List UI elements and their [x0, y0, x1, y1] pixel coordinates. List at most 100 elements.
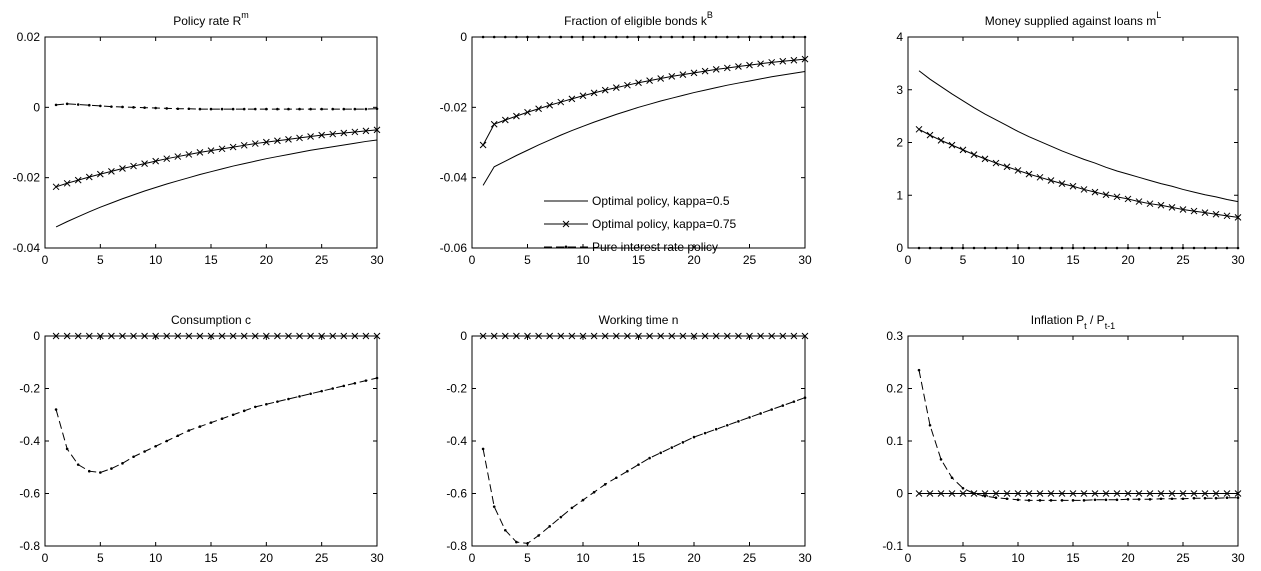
x-marker — [579, 332, 587, 340]
dot-marker — [770, 408, 773, 411]
legend: Optimal policy, kappa=0.5 Optimal policy,… — [544, 194, 737, 254]
dot-marker — [559, 35, 563, 39]
legend-label: Pure interest rate policy — [592, 240, 718, 254]
dot-marker — [504, 35, 507, 39]
x-marker — [240, 141, 248, 149]
x-marker — [1223, 212, 1231, 220]
plot-frame — [44, 36, 378, 249]
dot-marker — [121, 105, 124, 109]
dot-marker — [972, 492, 976, 495]
dot-marker — [570, 506, 574, 510]
dot-marker — [803, 396, 807, 399]
dot-marker — [726, 35, 729, 39]
plot-frame — [44, 335, 378, 547]
dot-marker — [132, 106, 135, 109]
y-tick-label: 0.02 — [17, 30, 41, 44]
x-marker — [262, 138, 270, 146]
dot-marker — [1049, 246, 1053, 250]
dot-marker — [726, 423, 729, 427]
x-marker — [635, 332, 642, 340]
x-marker — [1113, 490, 1121, 497]
dot-marker — [1016, 246, 1020, 250]
x-marker — [229, 332, 237, 340]
x-marker — [701, 332, 709, 340]
dot-marker — [99, 104, 102, 108]
dot-marker — [670, 446, 674, 449]
x-marker — [712, 65, 720, 73]
x-marker — [74, 332, 82, 340]
x-marker — [981, 155, 989, 163]
dot-marker — [276, 400, 279, 403]
x-marker — [340, 332, 348, 340]
dot-marker — [265, 107, 268, 111]
x-marker — [915, 490, 923, 497]
x-marker — [735, 332, 742, 340]
dot-marker — [1181, 246, 1185, 250]
dot-marker — [331, 387, 335, 390]
x-marker — [992, 159, 1000, 167]
x-marker — [108, 332, 115, 340]
dot-marker — [939, 458, 943, 461]
dot-marker — [659, 35, 662, 39]
y-tick-label: -0.2 — [19, 382, 40, 396]
x-marker — [1168, 204, 1176, 211]
dot-marker — [792, 35, 796, 39]
y-tick-label: 4 — [896, 30, 903, 44]
dot-marker — [928, 423, 932, 427]
dot-marker — [770, 35, 773, 39]
x-marker — [1014, 167, 1022, 174]
x-marker — [185, 332, 193, 340]
x-marker — [490, 332, 498, 340]
x-marker — [251, 140, 259, 147]
dot-marker — [581, 498, 585, 502]
dot-marker — [961, 486, 965, 490]
panel-4: 0 5 10 15 20 25 30 -0.8 -0.6 -0.4 -0.2 0 Consumption… — [19, 313, 384, 565]
x-marker — [959, 146, 967, 154]
dot-marker — [626, 469, 629, 473]
dot-marker — [287, 397, 290, 401]
y-tick-label: 0 — [896, 487, 903, 501]
x-marker — [1113, 193, 1121, 201]
x-marker — [174, 332, 182, 340]
x-marker — [207, 147, 215, 154]
x-marker — [915, 125, 923, 133]
x-marker — [240, 332, 248, 340]
y-tick-label: -0.06 — [440, 241, 468, 255]
panel-title: Inflation Pt / Pt-1 — [1031, 313, 1115, 331]
x-marker — [801, 55, 809, 63]
dot-marker — [1137, 246, 1141, 250]
dot-marker — [994, 246, 998, 250]
x-tick-label: 15 — [1066, 551, 1080, 565]
dot-marker — [165, 107, 169, 110]
y-tick-label: -0.02 — [13, 171, 41, 185]
x-marker — [937, 490, 945, 497]
x-marker — [701, 67, 709, 75]
dot-marker — [670, 35, 674, 39]
dot-marker — [1071, 246, 1075, 250]
x-marker — [1025, 490, 1033, 497]
dot-marker — [132, 455, 135, 459]
legend-x-marker — [562, 220, 570, 228]
dot-marker — [1005, 246, 1009, 250]
dot-marker — [220, 417, 224, 420]
x-marker — [1234, 214, 1242, 221]
x-marker — [1190, 207, 1198, 215]
x-marker — [1146, 490, 1154, 497]
y-tick-label: -0.4 — [446, 434, 467, 448]
x-marker — [340, 129, 348, 137]
panel-title-subscript: t-1 — [1105, 321, 1116, 331]
x-marker — [1047, 490, 1055, 497]
x-marker — [735, 63, 742, 70]
dot-marker — [1082, 499, 1086, 502]
x-marker — [1003, 490, 1011, 497]
dot-marker — [121, 462, 124, 465]
x-tick-label: 0 — [42, 253, 49, 267]
y-tick-label: 0 — [33, 100, 40, 114]
dot-marker — [759, 35, 762, 39]
dot-marker — [353, 107, 357, 111]
x-marker — [1102, 490, 1110, 497]
x-marker — [1201, 490, 1209, 497]
x-marker — [96, 332, 104, 340]
x-marker — [790, 56, 798, 64]
dot-marker — [548, 35, 551, 39]
